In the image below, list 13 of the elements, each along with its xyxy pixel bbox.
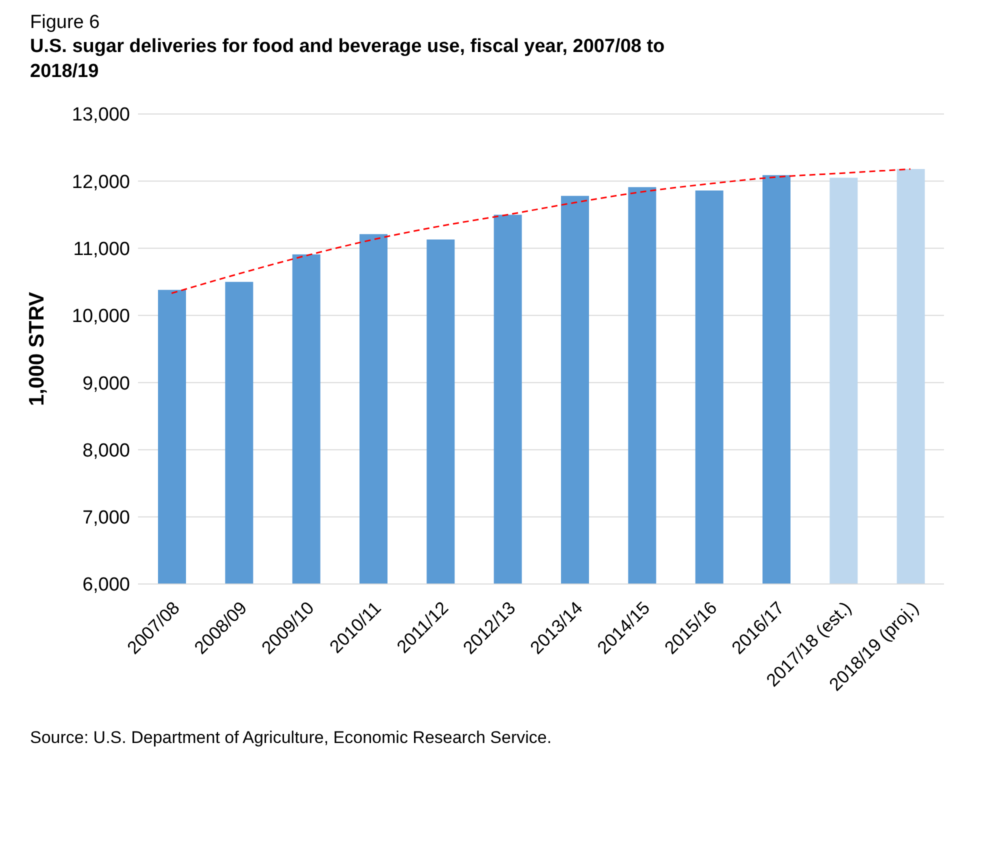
- source-note: Source: U.S. Department of Agriculture, Economic Research Service.: [30, 728, 553, 748]
- y-tick-label: 6,000: [82, 574, 130, 596]
- y-tick-label: 11,000: [73, 239, 130, 260]
- y-axis-title: 1,000 STRV: [25, 292, 48, 406]
- y-tick-label: 13,000: [72, 104, 130, 126]
- chart-title: U.S. sugar deliveries for food and beverage use, fiscal year, 2007/08 to 2018/19: [30, 35, 666, 84]
- line-series: [170, 168, 912, 294]
- y-tick-label: 7,000: [82, 508, 130, 529]
- y-tick-label: 12,000: [72, 172, 130, 193]
- y-tick-label: 9,000: [82, 373, 130, 394]
- chart-subtitle: Figure 6: [30, 12, 101, 34]
- y-tick-label: 10,000: [72, 306, 130, 328]
- y-tick-label: 8,000: [82, 440, 130, 462]
